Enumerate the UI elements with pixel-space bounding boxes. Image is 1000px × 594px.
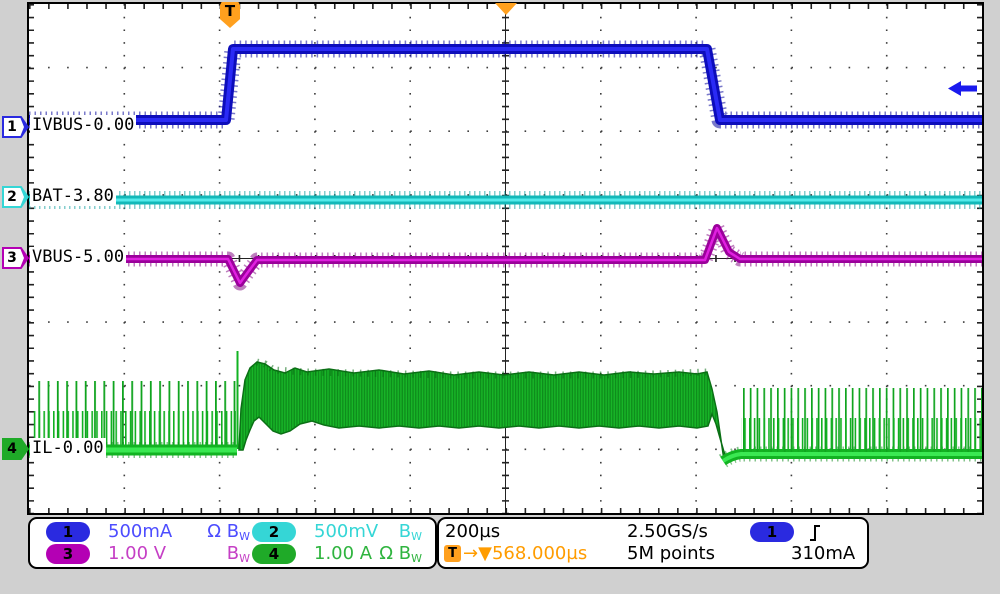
ch3-badge: 3	[46, 544, 90, 564]
ch3-ground-marker[interactable]: 3	[2, 247, 29, 269]
ch3-ground-marker-fill	[4, 249, 24, 267]
ch1-coupling-bw: Ω BW	[188, 521, 250, 543]
ch4-badge: 4	[252, 544, 296, 564]
ch4-trace-label: IL-0.00	[30, 438, 106, 458]
ch2-bw-icon: BW	[398, 521, 422, 543]
horizontal-position-marker-icon[interactable]	[495, 3, 517, 15]
ch4-impedance: Ω	[379, 543, 394, 564]
trigger-level-arrow-icon[interactable]	[948, 80, 978, 97]
ch1-marker-number: 1	[7, 119, 17, 135]
delay-arrow-icon: →	[463, 543, 479, 564]
ch4-marker-number: 4	[7, 441, 17, 457]
graticule	[27, 2, 984, 515]
record-length-readout: 5M points	[627, 543, 715, 564]
delay-marker-icon: ▼	[478, 543, 492, 564]
ch2-badge: 2	[252, 522, 296, 542]
ch2-marker-number: 2	[7, 189, 17, 205]
ch2-coupling-bw: BW	[366, 521, 422, 543]
ch4-scale: 1.00 A	[314, 543, 373, 564]
rising-edge-icon	[810, 525, 820, 541]
ch2-ground-marker-fill	[4, 188, 24, 206]
ch3-marker-number: 3	[7, 250, 17, 266]
ch1-trace-label: IVBUS-0.00	[30, 115, 137, 135]
ch4-bw-icon: BW	[398, 543, 422, 565]
trigger-level-readout: 310mA	[791, 543, 856, 564]
ch1-impedance: Ω	[207, 521, 222, 542]
ch1-ground-marker[interactable]: 1	[2, 116, 29, 138]
trace-ch1	[29, 40, 982, 129]
ch2-ground-marker[interactable]: 2	[2, 186, 29, 208]
ch2-scale: 500mV	[314, 521, 379, 542]
ch3-bw-icon: BW	[226, 543, 250, 565]
trigger-delay-readout: →▼568.000µs	[463, 543, 588, 564]
sample-rate-readout: 2.50GS/s	[627, 521, 708, 542]
waveform-display	[29, 4, 982, 513]
ch3-trace-label: VBUS-5.00	[30, 247, 127, 267]
ch2-trace-label: BAT-3.80	[30, 186, 116, 206]
ch1-bw-icon: BW	[226, 521, 250, 543]
ch4-ground-marker[interactable]: 4	[2, 438, 29, 460]
ch3-scale: 1.00 V	[108, 543, 167, 564]
trigger-point-flag[interactable]: T	[220, 2, 240, 28]
trace-ch3	[29, 220, 982, 291]
ch1-badge: 1	[46, 522, 90, 542]
ch3-coupling-bw: BW	[188, 543, 250, 565]
trigger-source-badge: 1	[750, 522, 794, 542]
channel-readout-box: 1 500mA Ω BW 2 500mV BW 3 1.00 V BW 4 1.…	[28, 517, 437, 569]
timebase-readout: 200µs	[445, 521, 501, 542]
ch4-coupling-bw: Ω BW	[366, 543, 422, 565]
ch1-ground-marker-fill	[4, 118, 24, 136]
ch1-scale: 500mA	[108, 521, 173, 542]
trigger-flag-letter: T	[224, 2, 236, 20]
trigger-delay-t-icon: T	[444, 545, 461, 562]
horizontal-trigger-readout-box: 200µs 2.50GS/s 1 T →▼568.000µs 5M points…	[437, 517, 869, 569]
